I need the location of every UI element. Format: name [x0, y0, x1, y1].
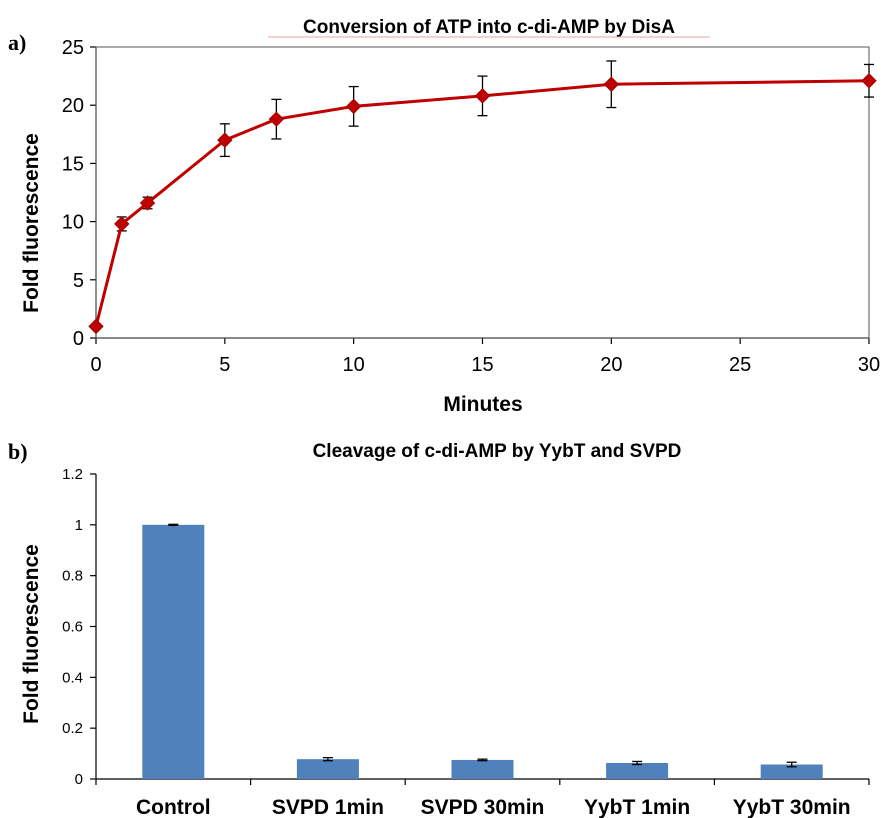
- chart-a-y-tick-label: 0: [73, 328, 84, 350]
- chart-a-x-tick-label: 30: [858, 354, 880, 376]
- chart-a-x-tick-label: 5: [219, 354, 230, 376]
- chart-b-y-tick-label: 1: [75, 517, 83, 534]
- chart-a-y-axis-title: Fold fluorescence: [20, 133, 43, 313]
- chart-b-title: Cleavage of c-di-AMP by YybT and SVPD: [313, 441, 682, 462]
- chart-a-data-point: [861, 73, 877, 89]
- chart-b-bar: [606, 762, 669, 779]
- chart-a-x-tick-label: 0: [90, 354, 101, 376]
- chart-b-y-tick-label: 1.2: [62, 466, 83, 483]
- chart-b-y-tick-label: 0.4: [62, 669, 83, 686]
- chart-a-y-tick-label: 5: [73, 270, 84, 292]
- chart-b-y-axis-title: Fold fluorescence: [20, 544, 43, 724]
- chart-b-bar: [451, 759, 514, 779]
- chart-a-x-tick-label: 20: [600, 354, 622, 376]
- chart-b-bar: [760, 764, 823, 779]
- chart-a-x-tick-label: 25: [729, 354, 751, 376]
- chart-a-data-point: [268, 111, 285, 127]
- chart-a-data-point: [114, 216, 130, 232]
- chart-a-y-axis: 0 5 10 15 20 25: [62, 37, 97, 350]
- chart-b-plot-area: [142, 523, 823, 779]
- chart-a-x-tick-label: 10: [343, 354, 365, 376]
- chart-a-data-point: [88, 318, 104, 335]
- chart-b-y-tick-label: 0.6: [62, 619, 83, 636]
- chart-b-bar: [142, 524, 205, 779]
- chart-a-data-point: [217, 132, 233, 148]
- chart-b-category-label: YybT 1min: [584, 796, 690, 818]
- chart-a-y-tick-label: 15: [62, 153, 84, 175]
- chart-a-y-tick-label: 10: [62, 212, 84, 234]
- chart-a-title: Conversion of ATP into c-di-AMP by DisA: [303, 17, 675, 38]
- chart-b-x-axis: Control SVPD 1min SVPD 30min YybT 1min YybT …: [95, 778, 870, 818]
- chart-a-plot-area: [88, 46, 877, 339]
- chart-a-x-axis-title: Minutes: [443, 393, 522, 416]
- panel-b: b) Cleavage of c-di-AMP by YybT and SVPD…: [8, 439, 870, 818]
- chart-b-y-tick-label: 0.8: [62, 568, 83, 585]
- chart-a-plot-frame: [95, 46, 870, 339]
- chart-a-y-tick-label: 25: [62, 37, 84, 59]
- chart-a-data-point: [474, 88, 491, 104]
- chart-b-category-label: SVPD 1min: [272, 796, 384, 818]
- chart-a-series-line: [94, 79, 870, 327]
- panel-a-label: a): [8, 30, 26, 55]
- chart-b-y-tick-label: 0.2: [62, 720, 83, 737]
- chart-b-category-label: YybT 30min: [733, 796, 851, 818]
- chart-a-y-tick-label: 20: [62, 95, 84, 117]
- chart-a-data-point: [139, 195, 156, 211]
- chart-a-data-point: [603, 76, 620, 92]
- panel-a: a) Conversion of ATP into c-di-AMP by Di…: [8, 17, 880, 416]
- panel-b-label: b): [8, 439, 28, 464]
- chart-b-y-axis: 0 0.2 0.4 0.6 0.8 1 1.2: [62, 466, 97, 788]
- chart-b-y-tick-label: 0: [75, 771, 83, 788]
- chart-b-bar: [296, 759, 359, 779]
- chart-a-x-axis: 0 5 10 15 20 25 30: [90, 337, 880, 376]
- chart-b-category-label: Control: [136, 796, 211, 818]
- chart-a-x-tick-label: 15: [471, 354, 493, 376]
- chart-a-data-point: [345, 98, 362, 115]
- chart-b-category-label: SVPD 30min: [421, 796, 545, 818]
